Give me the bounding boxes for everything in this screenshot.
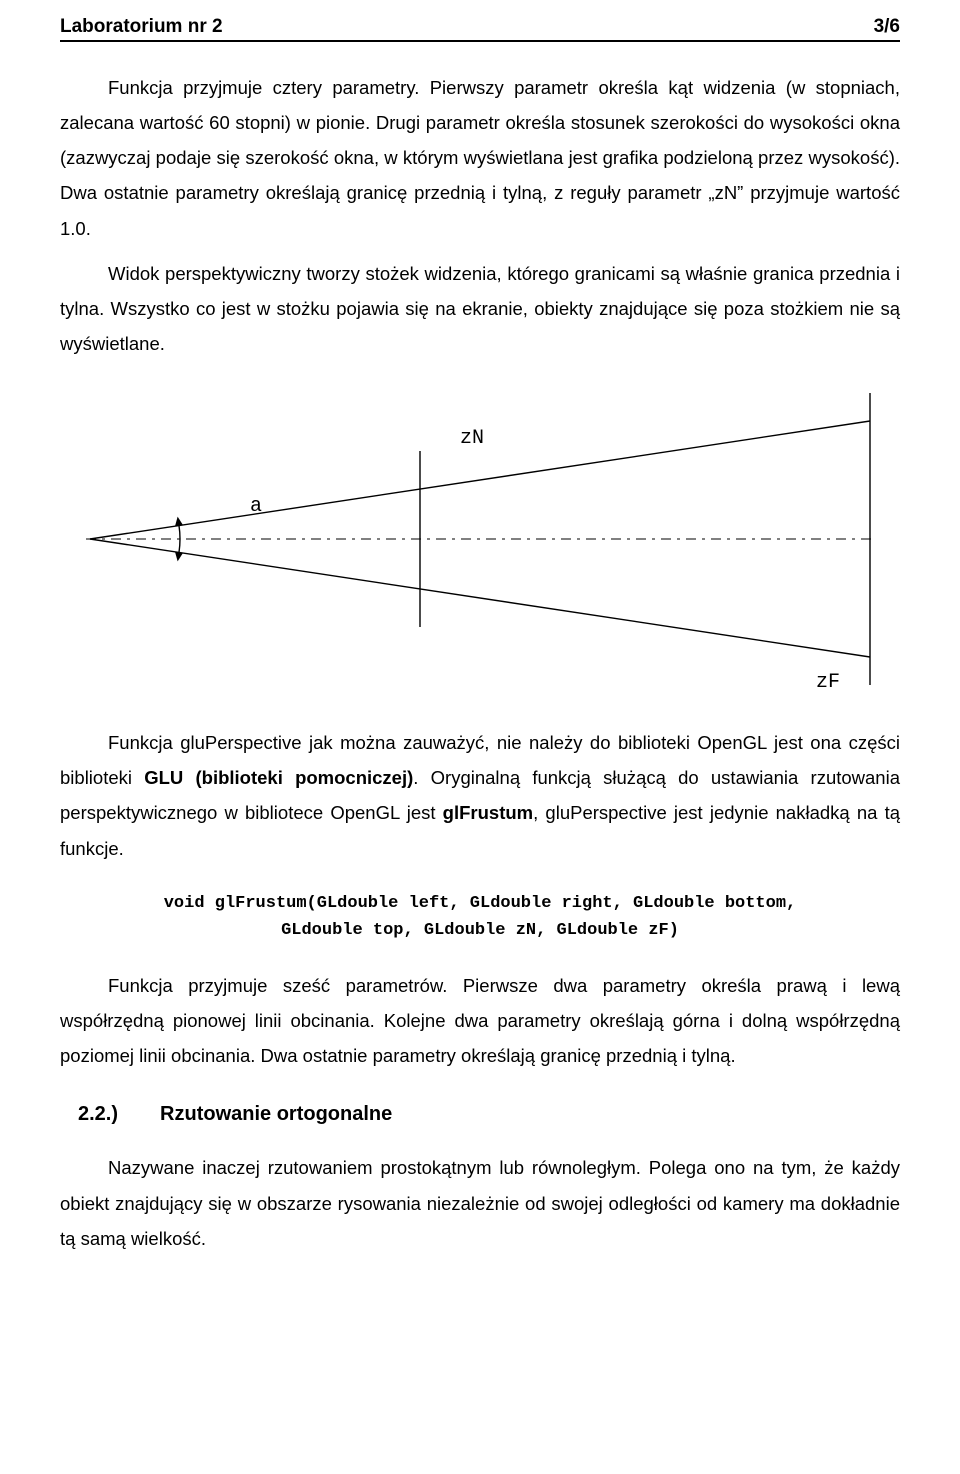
- paragraph-2: Funkcja gluPerspective jak można zauważy…: [60, 725, 900, 866]
- code-line-1: void glFrustum(GLdouble left, GLdouble r…: [60, 890, 900, 917]
- page: Laboratorium nr 2 3/6 Funkcja przyjmuje …: [0, 0, 960, 1306]
- code-glfrustum: void glFrustum(GLdouble left, GLdouble r…: [60, 890, 900, 944]
- svg-text:a: a: [250, 495, 262, 518]
- section-number: 2.2.): [78, 1103, 118, 1126]
- para2-bold-glfrustum: glFrustum: [443, 802, 533, 823]
- paragraph-1: Funkcja przyjmuje cztery parametry. Pier…: [60, 70, 900, 246]
- section-title: Rzutowanie ortogonalne: [160, 1103, 392, 1125]
- svg-text:zN: zN: [460, 427, 484, 450]
- header-title: Laboratorium nr 2: [60, 16, 223, 38]
- frustum-diagram: zN zF a: [60, 379, 900, 699]
- paragraph-3: Funkcja przyjmuje sześć parametrów. Pier…: [60, 968, 900, 1073]
- section-heading: 2.2.) Rzutowanie ortogonalne: [78, 1103, 900, 1126]
- frustum-svg: zN zF a: [60, 379, 900, 699]
- para2-bold-glu: GLU (biblioteki pomocniczej): [144, 767, 413, 788]
- header-page-number: 3/6: [874, 16, 900, 38]
- paragraph-4: Nazywane inaczej rzutowaniem prostokątny…: [60, 1150, 900, 1255]
- paragraph-1b: Widok perspektywiczny tworzy stożek widz…: [60, 256, 900, 361]
- code-line-2: GLdouble top, GLdouble zN, GLdouble zF): [60, 917, 900, 944]
- page-header: Laboratorium nr 2 3/6: [60, 16, 900, 42]
- svg-text:zF: zF: [816, 671, 840, 694]
